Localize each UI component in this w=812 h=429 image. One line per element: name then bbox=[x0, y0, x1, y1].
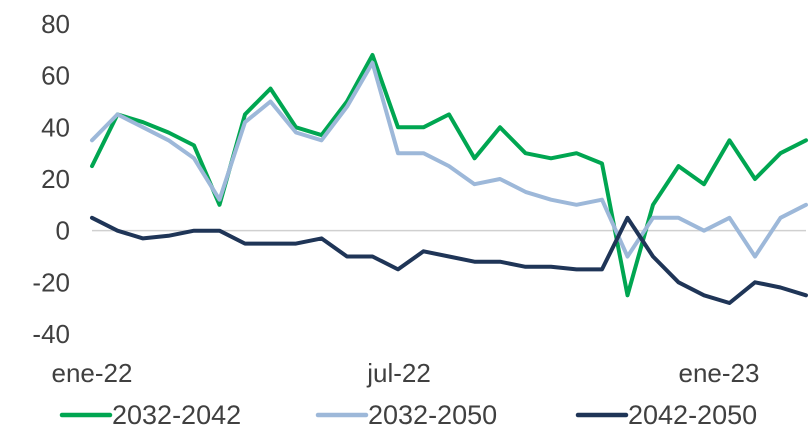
legend-item: 2032-2042 bbox=[59, 400, 241, 429]
x-tick-label: jul-22 bbox=[366, 358, 431, 388]
legend-label: 2042-2050 bbox=[628, 400, 757, 429]
y-tick-label: 80 bbox=[41, 9, 70, 39]
series-lines bbox=[90, 53, 808, 305]
y-tick-label: 0 bbox=[56, 216, 70, 246]
legend-item: 2042-2050 bbox=[575, 400, 757, 429]
x-axis: ene-22 jul-22 ene-23 bbox=[52, 358, 760, 388]
y-tick-label: -20 bbox=[32, 267, 70, 297]
legend-label: 2032-2050 bbox=[368, 400, 497, 429]
series-line-2032-2050 bbox=[90, 60, 808, 259]
legend-label: 2032-2042 bbox=[112, 400, 241, 429]
y-tick-label: 40 bbox=[41, 112, 70, 142]
legend: 2032-2042 2032-2050 2042-2050 bbox=[59, 400, 757, 429]
legend-item: 2032-2050 bbox=[315, 400, 497, 429]
y-tick-label: -40 bbox=[32, 319, 70, 349]
x-tick-label: ene-22 bbox=[52, 358, 133, 388]
y-axis: 80 60 40 20 0 -20 -40 bbox=[32, 9, 70, 349]
x-tick-label: ene-23 bbox=[679, 358, 760, 388]
series-line-2032-2042 bbox=[90, 53, 808, 298]
y-tick-label: 20 bbox=[41, 164, 70, 194]
y-tick-label: 60 bbox=[41, 61, 70, 91]
series-line-2042-2050 bbox=[90, 215, 808, 305]
